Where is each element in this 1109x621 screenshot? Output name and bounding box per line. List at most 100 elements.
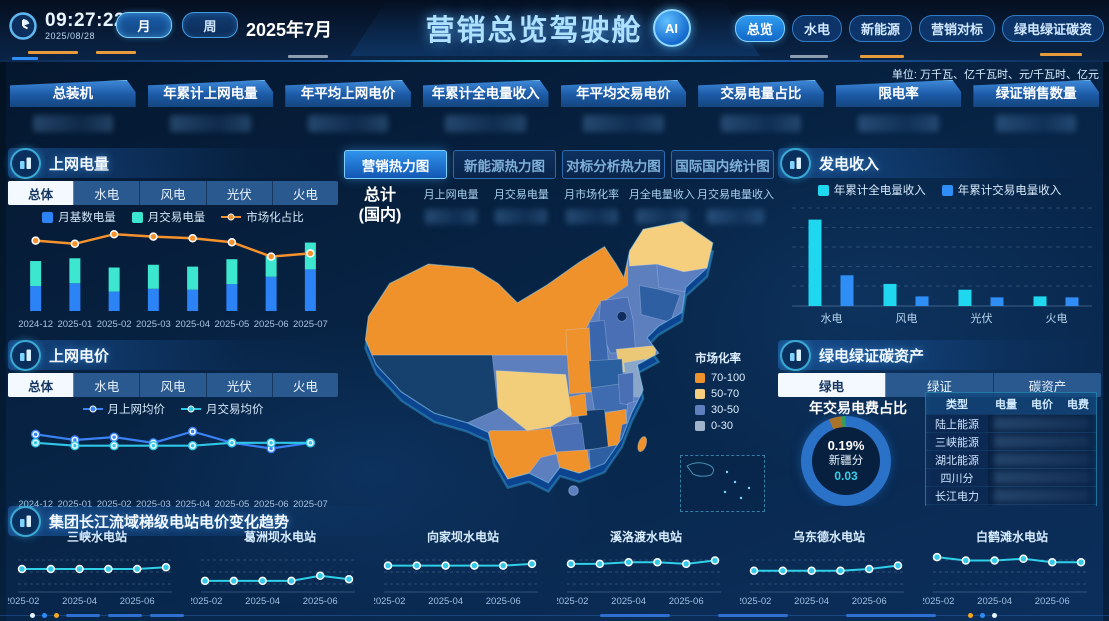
china-map[interactable]: [344, 208, 774, 508]
grid-price-chart: 2024-12 2025-01 2025-02 2025-03 2025-04 2025-…: [18, 426, 328, 510]
station-chart-svg: 2025-02 2025-04 2025-06: [371, 559, 538, 607]
deco-dot-orange: [968, 613, 973, 618]
svg-text:2025-04: 2025-04: [794, 596, 829, 607]
legend-item: 年累计交易电量收入: [941, 182, 1062, 198]
legend-item: 月交易电量: [131, 209, 205, 225]
deco-dot-white: [30, 613, 35, 618]
kpi-item-5[interactable]: 年平均交易电价: [560, 80, 687, 132]
kpi-label: 年平均交易电价: [560, 80, 687, 107]
period-button-2[interactable]: 周: [182, 12, 238, 38]
national-summary: 总计 (国内) 月上网电量 月交易电量 月市场化率 月全电量收入 月交易电量收入: [344, 186, 774, 226]
station-chart-svg: 2025-02 2025-04 2025-06: [737, 559, 904, 607]
heatmap-tab-1[interactable]: 营销热力图: [344, 150, 447, 179]
green-table-row-4[interactable]: 四川分: [926, 468, 1096, 486]
svg-text:2025-01: 2025-01: [57, 499, 92, 510]
current-month-label: 2025年7月: [246, 20, 333, 40]
period-button-1[interactable]: 月: [116, 12, 172, 38]
green-table-row-5[interactable]: 长江电力: [926, 486, 1096, 504]
kpi-label: 限电率: [835, 80, 962, 107]
heatmap-tab-3[interactable]: 对标分析热力图: [562, 150, 665, 179]
deco-seg: [718, 614, 788, 617]
station-chart-6: 白鹤滩水电站 2025-02 2025-04 2025-06: [920, 528, 1101, 613]
legend-line-swatch: [82, 404, 103, 414]
kpi-item-6[interactable]: 交易电量占比: [698, 80, 824, 132]
power-tab-1[interactable]: 总体: [8, 181, 75, 205]
power-legend: 月基数电量 月交易电量 市场化占比: [8, 207, 338, 227]
svg-text:2025-07: 2025-07: [293, 319, 328, 330]
price-tab-5[interactable]: 火电: [292, 379, 318, 394]
station-chart-1: 三峡水电站 2025-02 2025-04 2025-06: [5, 528, 186, 613]
kpi-item-3[interactable]: 年平均上网电价: [285, 80, 411, 132]
summary-blurred-value: [707, 209, 764, 224]
donut-title: 年交易电费占比: [809, 400, 907, 416]
kpi-item-1[interactable]: 总装机: [10, 80, 136, 132]
green-table-row-2[interactable]: 三峡能源: [926, 432, 1096, 450]
ai-assistant-button[interactable]: AI: [652, 9, 691, 47]
panel-grid-price: 上网电价 总体 水电 风电 光伏 火电 月上网均价 月交易均价 2024-12 2025-0…: [8, 339, 338, 510]
station-chart-title: 溪洛渡水电站: [609, 530, 682, 544]
panel-title: 上网电价: [49, 347, 110, 365]
nav-item-1[interactable]: 总览: [734, 15, 785, 42]
green-tab-3[interactable]: 碳资产: [1028, 379, 1067, 394]
panel-header: 上网电价: [8, 339, 338, 371]
heatmap-tab-4[interactable]: 国际国内统计图: [671, 150, 774, 179]
nav-item-2[interactable]: 水电: [791, 15, 842, 42]
green-table-header: 类型 电量 电价 电费: [926, 393, 1096, 414]
svg-text:2025-02: 2025-02: [740, 596, 771, 607]
kpi-item-4[interactable]: 年累计全电量收入: [422, 80, 549, 132]
kpi-item-7[interactable]: 限电率: [835, 80, 962, 132]
svg-text:2025-01: 2025-01: [57, 319, 92, 330]
summary-col-header: 月市场化率: [564, 189, 620, 201]
summary-col-header: 月全电量收入: [628, 189, 695, 201]
power-tab-5[interactable]: 火电: [292, 187, 318, 202]
map-legend-swatch: [695, 373, 705, 383]
kpi-item-2[interactable]: 年累计上网电量: [147, 80, 274, 132]
heatmap-tab-2[interactable]: 新能源热力图: [453, 150, 556, 179]
price-tab-3[interactable]: 风电: [140, 373, 207, 397]
price-tab-2[interactable]: 水电: [74, 373, 141, 397]
green-table-row-1[interactable]: 陆上能源: [926, 414, 1096, 432]
panel-revenue: 发电收入 年累计全电量收入 年累计交易电量收入 水电 风电 光伏 火电: [778, 147, 1101, 338]
south-china-sea-inset: [680, 455, 765, 512]
header-deco: [790, 55, 828, 58]
map-legend-title: 市场化率: [695, 353, 741, 365]
header-deco: [860, 55, 904, 58]
clock-block: 09:27:22 2025/08/28: [8, 11, 125, 41]
map-legend-label: 0-30: [711, 420, 734, 432]
kpi-item-8[interactable]: 绿证销售数量: [973, 80, 1099, 132]
green-table-row-3[interactable]: 湖北能源: [926, 450, 1096, 468]
green-tab-1[interactable]: 绿电: [778, 373, 886, 397]
svg-text:2024-12: 2024-12: [18, 499, 53, 510]
svg-text:2025-03: 2025-03: [136, 319, 171, 330]
price-tab-4[interactable]: 光伏: [207, 373, 273, 397]
price-tab-1[interactable]: 总体: [8, 373, 75, 397]
power-tab-4[interactable]: 光伏: [207, 181, 273, 205]
green-table-col-3: 电价: [1031, 398, 1053, 411]
top-nav: 总览 水电 新能源 营销对标 绿电绿证碳资: [734, 15, 1104, 42]
svg-text:2025-03: 2025-03: [136, 499, 171, 510]
power-tab-2[interactable]: 水电: [74, 181, 141, 205]
station-chart-svg: 2025-02 2025-04 2025-06: [554, 556, 721, 607]
green-table-row-6[interactable]: 新疆分: [926, 504, 1096, 506]
header-deco: [1040, 53, 1082, 56]
power-tab-3[interactable]: 风电: [140, 181, 207, 205]
legend-item: 市场化占比: [221, 209, 304, 225]
nav-item-5[interactable]: 绿电绿证碳资: [1001, 15, 1104, 42]
nav-item-4[interactable]: 营销对标: [918, 15, 995, 42]
green-table-col-2: 电量: [995, 398, 1017, 411]
map-legend-swatch: [695, 389, 705, 399]
kpi-blurred-value: [307, 115, 389, 132]
green-tab-2[interactable]: 绿证: [886, 373, 994, 397]
svg-text:2025-04: 2025-04: [175, 499, 210, 510]
price-tabs: 总体 水电 风电 光伏 火电: [8, 373, 338, 397]
summary-col-header: 月上网电量: [423, 189, 479, 201]
period-toggle: 月周: [116, 12, 238, 38]
svg-text:2025-06: 2025-06: [1035, 596, 1070, 607]
nav-item-3[interactable]: 新能源: [848, 15, 912, 42]
svg-text:2025-02: 2025-02: [8, 596, 39, 607]
panel-header: 集团长江流域梯级电站电价变化趋势: [8, 505, 430, 537]
summary-col-header: 月交易电量: [493, 189, 549, 201]
summary-col-1: 月上网电量: [416, 186, 486, 224]
legend-label: 年累计交易电量收入: [957, 185, 1062, 197]
legend-label: 年累计全电量收入: [833, 185, 926, 197]
